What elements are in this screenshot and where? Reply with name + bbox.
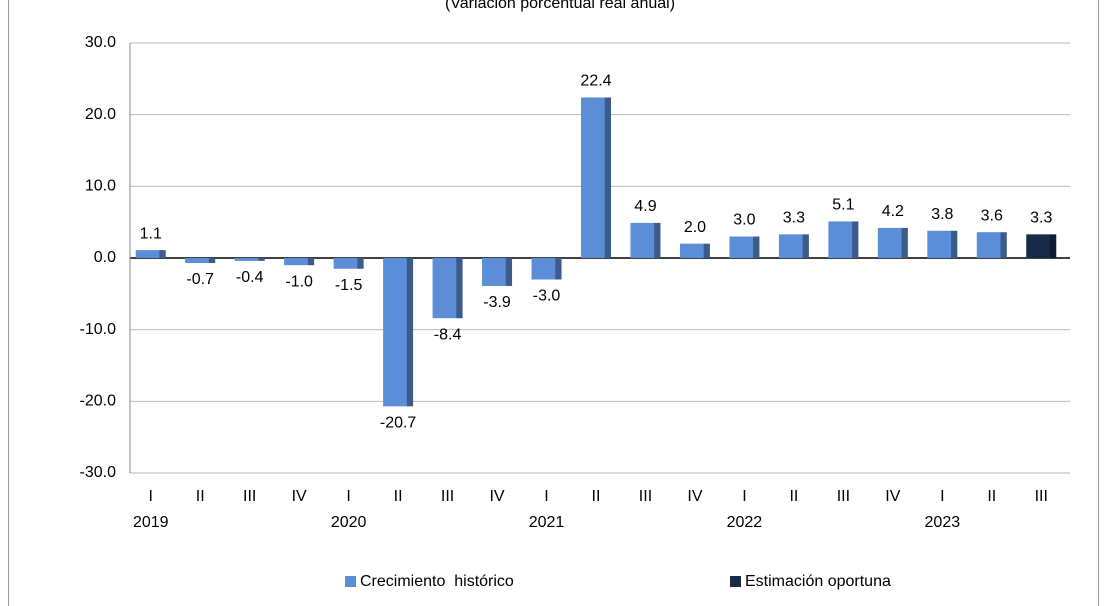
bar bbox=[581, 97, 611, 258]
bar bbox=[1026, 234, 1057, 258]
x-tick-label: I bbox=[544, 488, 548, 505]
y-tick-label: -10.0 bbox=[80, 321, 117, 338]
y-tick-label: -30.0 bbox=[80, 464, 117, 481]
x-tick-label: IV bbox=[687, 488, 702, 505]
year-label: 2020 bbox=[331, 514, 367, 531]
x-tick-label: III bbox=[1035, 488, 1048, 505]
value-label: -1.0 bbox=[285, 273, 313, 290]
value-label: -1.5 bbox=[335, 277, 363, 294]
x-tick-label: II bbox=[592, 488, 601, 505]
bar bbox=[828, 221, 859, 258]
y-tick-label: 0.0 bbox=[94, 249, 116, 266]
y-tick-label: 10.0 bbox=[85, 178, 116, 195]
bar bbox=[729, 236, 760, 258]
x-tick-label: IV bbox=[885, 488, 900, 505]
x-tick-label: II bbox=[987, 488, 996, 505]
year-label: 2022 bbox=[727, 514, 763, 531]
x-tick-label: II bbox=[394, 488, 403, 505]
value-label: 4.2 bbox=[882, 203, 904, 220]
value-label: 3.6 bbox=[981, 207, 1003, 224]
bar bbox=[284, 258, 315, 266]
legend-label: Estimación oportuna bbox=[745, 573, 891, 590]
x-tick-label: I bbox=[346, 488, 350, 505]
x-tick-label: III bbox=[639, 488, 652, 505]
y-tick-label: 20.0 bbox=[85, 106, 116, 123]
value-label: -3.9 bbox=[483, 294, 511, 311]
year-label: 2019 bbox=[133, 514, 169, 531]
value-label: 1.1 bbox=[140, 225, 162, 242]
bar bbox=[778, 234, 809, 258]
y-tick-label: 30.0 bbox=[85, 34, 116, 51]
x-tick-label: II bbox=[196, 488, 205, 505]
value-label: -0.7 bbox=[186, 271, 214, 288]
bar bbox=[679, 243, 710, 258]
x-tick-label: II bbox=[789, 488, 798, 505]
chart-subtitle: (Variación porcentual real anual) bbox=[445, 0, 675, 12]
year-label: 2021 bbox=[529, 514, 565, 531]
value-label: -3.0 bbox=[533, 288, 561, 305]
bar bbox=[531, 258, 562, 280]
bar bbox=[234, 258, 265, 261]
bar bbox=[333, 258, 364, 269]
bar bbox=[185, 258, 216, 264]
year-label: 2023 bbox=[925, 514, 961, 531]
value-label: -0.4 bbox=[236, 269, 264, 286]
value-label: 4.9 bbox=[634, 198, 656, 215]
legend-swatch bbox=[730, 576, 741, 587]
value-label: 3.0 bbox=[733, 212, 755, 229]
x-tick-label: III bbox=[837, 488, 850, 505]
frame bbox=[8, 0, 1099, 606]
bar bbox=[877, 227, 908, 258]
value-label: 2.0 bbox=[684, 219, 706, 236]
x-tick-label: IV bbox=[292, 488, 307, 505]
x-tick-label: III bbox=[441, 488, 454, 505]
bar bbox=[630, 222, 661, 258]
value-label: -20.7 bbox=[380, 415, 417, 432]
legend-label: Crecimiento histórico bbox=[360, 573, 514, 590]
x-tick-label: I bbox=[742, 488, 746, 505]
bar bbox=[432, 258, 463, 319]
value-label: 3.3 bbox=[783, 210, 805, 227]
bar bbox=[135, 250, 166, 258]
bar bbox=[927, 230, 958, 258]
legend-swatch bbox=[345, 576, 356, 587]
bar bbox=[383, 258, 414, 407]
x-tick-label: I bbox=[940, 488, 944, 505]
value-label: 3.3 bbox=[1030, 210, 1052, 227]
y-tick-label: -20.0 bbox=[80, 393, 117, 410]
value-label: 3.8 bbox=[931, 206, 953, 223]
x-tick-label: IV bbox=[489, 488, 504, 505]
value-label: 5.1 bbox=[832, 197, 854, 214]
value-label: 22.4 bbox=[580, 73, 611, 90]
value-label: -8.4 bbox=[434, 326, 462, 343]
bar bbox=[976, 232, 1007, 258]
x-tick-label: I bbox=[149, 488, 153, 505]
x-tick-label: III bbox=[243, 488, 256, 505]
bar bbox=[482, 258, 513, 286]
